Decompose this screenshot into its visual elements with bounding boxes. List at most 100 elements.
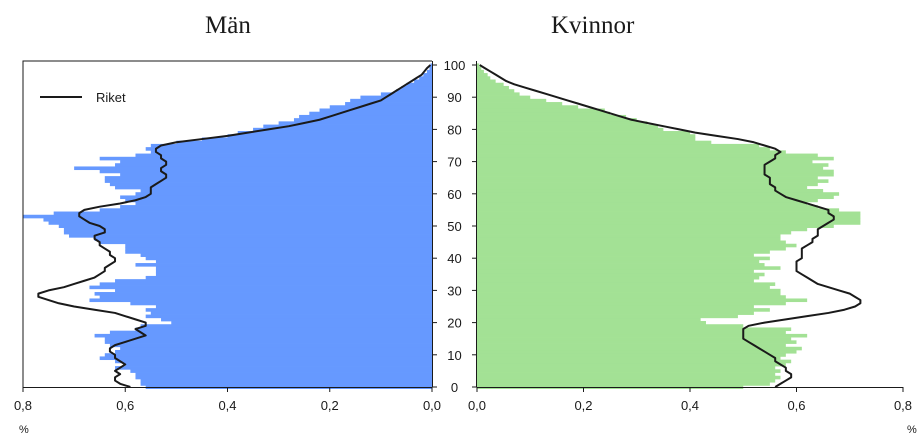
men-bar-age-94 (406, 82, 432, 87)
women-bar-age-5 (477, 369, 781, 373)
women-bar-age-100 (477, 63, 480, 67)
men-bar-age-85 (309, 111, 432, 116)
women-x-tick-label: 0,8 (894, 398, 912, 413)
age-tick-label: 100 (444, 58, 466, 73)
women-bars (477, 63, 861, 389)
age-tick-label: 70 (447, 155, 461, 170)
women-bar-age-3 (477, 375, 781, 380)
women-bar-age-85 (477, 111, 611, 116)
men-bar-age-12 (120, 346, 432, 351)
women-x-tick-label: 0,0 (468, 398, 486, 413)
women-bar-age-98 (477, 69, 484, 74)
men-bar-age-95 (414, 79, 432, 84)
men-bar-age-46 (94, 237, 433, 241)
women-bar-age-69 (477, 163, 829, 167)
women-bar-age-6 (477, 366, 776, 370)
men-bar-age-100 (430, 63, 432, 67)
women-bar-age-67 (477, 169, 834, 174)
men-bar-age-86 (319, 108, 432, 113)
men-bars (23, 63, 433, 389)
women-bar-age-82 (477, 121, 648, 125)
men-bar-age-98 (426, 69, 432, 74)
women-bar-age-62 (477, 185, 808, 190)
men-bar-age-92 (396, 89, 432, 93)
men-bar-age-27 (89, 298, 433, 303)
men-x-tick-label: 0,6 (116, 398, 134, 413)
men-bar-age-1 (140, 382, 432, 386)
men-x-unit: % (19, 424, 29, 436)
men-bar-age-36 (155, 269, 432, 274)
women-bar-age-79 (477, 131, 690, 135)
women-bar-age-65 (477, 176, 818, 180)
age-tick-label: 10 (447, 348, 461, 363)
men-bar-age-21 (161, 317, 433, 322)
men-bar-age-66 (120, 172, 432, 177)
women-bar-age-61 (477, 188, 824, 193)
women-bar-age-60 (477, 192, 840, 196)
men-bar-age-28 (99, 295, 432, 299)
men-bar-age-33 (115, 279, 432, 283)
legend-label: Riket (96, 90, 126, 105)
women-bar-age-49 (477, 227, 808, 232)
age-tick-label: 60 (447, 187, 461, 202)
chart-axes (22, 60, 904, 392)
women-bar-age-36 (477, 269, 754, 274)
women-bar-age-18 (477, 327, 792, 332)
men-bar-age-45 (99, 240, 432, 245)
men-bar-age-96 (419, 76, 432, 80)
men-bar-age-44 (125, 243, 432, 248)
men-bar-age-97 (423, 73, 432, 77)
women-bar-age-93 (477, 85, 509, 90)
women-bar-age-53 (477, 214, 861, 219)
men-bar-age-3 (135, 375, 433, 380)
women-bar-age-31 (477, 285, 770, 290)
men-bar-age-5 (130, 369, 433, 373)
men-bar-age-20 (171, 321, 432, 325)
women-bar-age-4 (477, 372, 776, 377)
women-riket-line (479, 64, 862, 388)
men-bar-age-19 (140, 324, 432, 328)
women-bar-age-21 (477, 317, 701, 322)
women-bar-age-16 (477, 333, 808, 338)
women-bar-age-1 (477, 382, 770, 386)
men-bar-age-42 (125, 250, 432, 254)
women-bar-age-83 (477, 118, 637, 122)
women-bar-age-42 (477, 250, 770, 254)
women-bar-age-56 (477, 205, 818, 209)
men-bar-age-61 (140, 188, 432, 193)
women-bar-age-26 (477, 301, 786, 306)
women-x-tick-label: 0,6 (787, 398, 805, 413)
men-bar-age-84 (299, 114, 432, 119)
men-bar-age-30 (115, 288, 432, 293)
men-bar-age-8 (115, 359, 432, 364)
men-riket-line (37, 64, 432, 388)
women-bar-age-78 (477, 134, 696, 138)
women-bar-age-58 (477, 198, 818, 203)
men-bar-age-31 (89, 285, 433, 290)
women-bar-age-87 (477, 105, 579, 109)
men-bar-age-69 (115, 163, 432, 167)
tick-labels: 0,8 0,6 0,4 0,2 0,0% 0,0 0,2 0,4 0,6 0,8% 0 10 20 30 4… (14, 58, 917, 436)
men-bar-age-74 (145, 147, 432, 151)
women-bar-age-92 (477, 89, 515, 93)
men-bar-age-88 (345, 102, 432, 106)
men-bar-age-91 (380, 92, 433, 96)
women-bar-age-20 (477, 321, 706, 325)
men-bar-age-51 (48, 221, 433, 225)
women-bar-age-73 (477, 150, 786, 154)
women-bar-age-91 (477, 92, 520, 96)
men-bar-age-65 (104, 176, 433, 180)
women-bar-age-51 (477, 221, 861, 225)
men-bar-age-67 (99, 169, 432, 174)
women-bar-age-90 (477, 95, 531, 100)
women-bar-age-41 (477, 253, 754, 257)
men-bar-age-59 (120, 195, 432, 200)
men-bar-age-43 (125, 246, 432, 251)
women-bar-age-74 (477, 147, 770, 151)
men-bar-age-10 (104, 353, 433, 357)
women-bar-age-89 (477, 98, 547, 103)
women-bar-age-10 (477, 353, 786, 357)
men-bar-age-16 (94, 333, 433, 338)
legend: Riket (40, 90, 126, 105)
